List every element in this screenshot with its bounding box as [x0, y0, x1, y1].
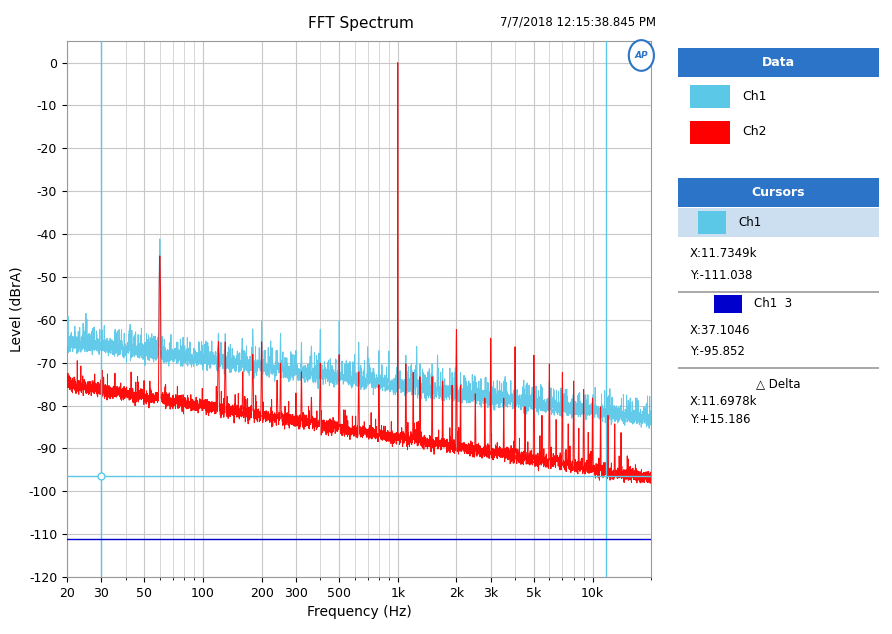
X-axis label: Frequency (Hz): Frequency (Hz): [307, 605, 411, 619]
Bar: [678, 178, 879, 207]
Text: X:37.1046: X:37.1046: [690, 325, 750, 337]
Text: Ch1: Ch1: [742, 89, 766, 103]
Bar: [678, 291, 879, 293]
Bar: [690, 120, 730, 144]
Text: △ Delta: △ Delta: [756, 378, 800, 391]
Circle shape: [629, 40, 654, 71]
Text: AP: AP: [634, 51, 648, 60]
Text: Cursors: Cursors: [752, 186, 805, 198]
Text: FFT Spectrum: FFT Spectrum: [309, 16, 414, 31]
Text: 7/7/2018 12:15:38.845 PM: 7/7/2018 12:15:38.845 PM: [500, 16, 656, 29]
Bar: [678, 367, 879, 369]
Text: Data: Data: [762, 56, 795, 68]
Text: X:11.6978k: X:11.6978k: [690, 396, 757, 408]
Bar: [714, 295, 742, 313]
Bar: [690, 85, 730, 108]
Text: Ch1: Ch1: [739, 216, 762, 229]
Text: X:11.7349k: X:11.7349k: [690, 247, 757, 260]
Text: Ch1  3: Ch1 3: [754, 297, 792, 310]
Bar: [698, 211, 726, 234]
Bar: [678, 208, 879, 237]
Text: Ch2: Ch2: [742, 126, 766, 138]
Text: Y:+15.186: Y:+15.186: [690, 413, 750, 426]
Bar: [678, 48, 879, 77]
Y-axis label: Level (dBrA): Level (dBrA): [9, 266, 23, 352]
Text: Y:-111.038: Y:-111.038: [690, 269, 752, 281]
Text: Y:-95.852: Y:-95.852: [690, 345, 745, 358]
